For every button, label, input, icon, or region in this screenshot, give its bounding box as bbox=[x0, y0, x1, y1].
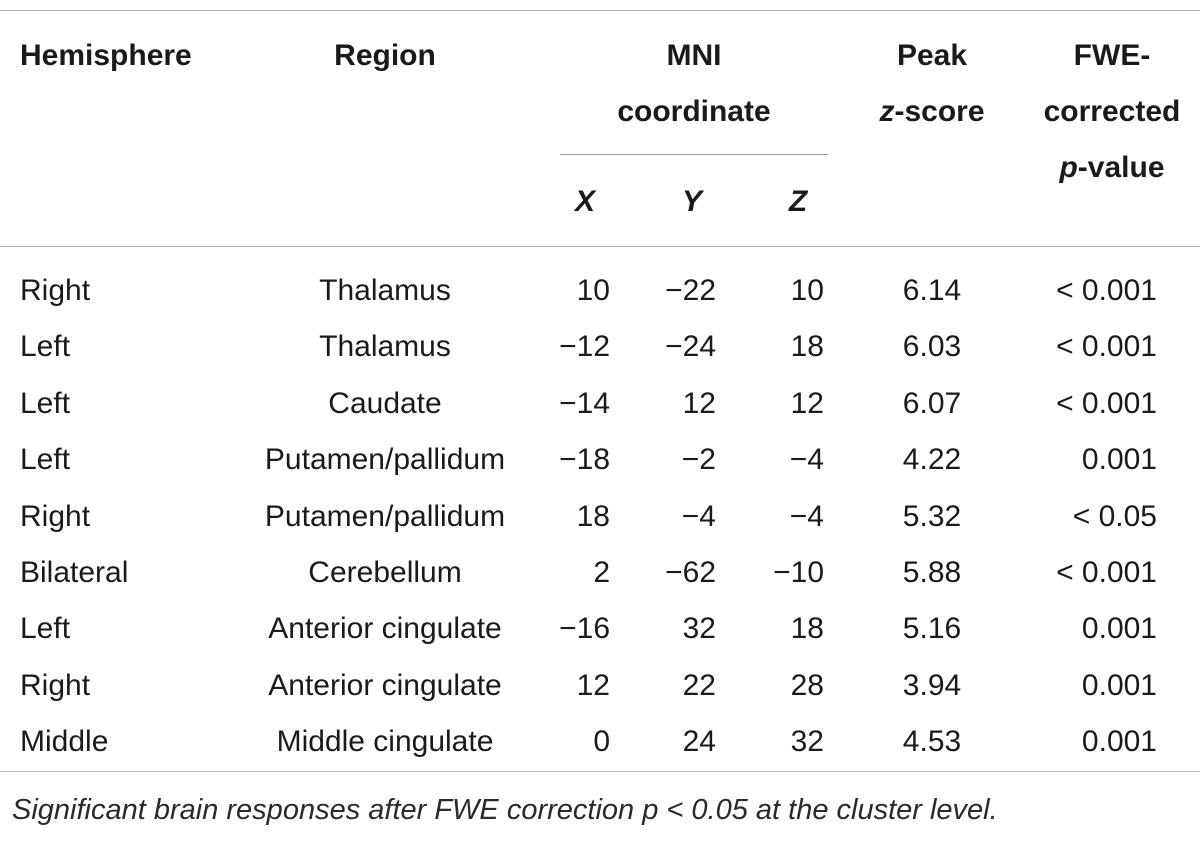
cell-region: Cerebellum bbox=[308, 556, 462, 589]
cell-z-score: 5.88 bbox=[902, 556, 962, 589]
cell-z: 10 bbox=[790, 274, 824, 307]
cell-z: 28 bbox=[790, 668, 824, 702]
table-caption: Significant brain responses after FWE co… bbox=[12, 794, 998, 826]
header-y: Y bbox=[681, 185, 702, 218]
cell-hemisphere: Middle bbox=[20, 725, 109, 759]
cell-p-value: 0.001 bbox=[1081, 668, 1157, 702]
cell-z-score: 3.94 bbox=[902, 668, 962, 702]
header-z: Z bbox=[788, 185, 808, 218]
table-header-rule bbox=[0, 246, 1200, 247]
table-top-rule bbox=[0, 10, 1200, 11]
cell-y: 22 bbox=[682, 668, 716, 702]
cell-p-value: < 0.001 bbox=[1056, 330, 1157, 364]
cell-z: −4 bbox=[789, 499, 824, 533]
cell-z: −10 bbox=[773, 556, 824, 589]
cell-z-score: 6.03 bbox=[902, 330, 962, 364]
cell-hemisphere: Right bbox=[20, 274, 91, 307]
cell-x: −18 bbox=[559, 443, 610, 477]
header-fwe-pvalue: p-value bbox=[1059, 151, 1165, 184]
cell-p-value: 0.001 bbox=[1081, 612, 1157, 646]
cell-y: 32 bbox=[682, 612, 716, 646]
cell-x: 10 bbox=[576, 274, 610, 307]
cell-z: 18 bbox=[790, 330, 824, 364]
cell-z-score: 5.16 bbox=[902, 612, 962, 646]
cell-hemisphere: Left bbox=[20, 386, 71, 420]
header-region: Region bbox=[334, 39, 436, 72]
cell-x: −14 bbox=[559, 386, 610, 420]
cell-y: −22 bbox=[665, 274, 716, 307]
cell-p-value: < 0.001 bbox=[1056, 386, 1157, 420]
cell-z-score: 4.22 bbox=[902, 443, 962, 477]
cell-y: −24 bbox=[665, 330, 716, 364]
cell-y: 24 bbox=[682, 725, 716, 759]
cell-z-score: 4.53 bbox=[902, 725, 962, 759]
cell-z-score: 6.07 bbox=[902, 386, 962, 420]
header-x: X bbox=[574, 185, 595, 218]
cell-z: −4 bbox=[789, 443, 824, 477]
header-mni-line1: MNI bbox=[666, 39, 722, 72]
cell-x: 0 bbox=[593, 725, 610, 759]
cell-region: Putamen/pallidum bbox=[264, 443, 506, 477]
mni-subheader-rule bbox=[560, 154, 828, 155]
cell-region: Putamen/pallidum bbox=[264, 499, 506, 533]
cell-p-value: < 0.001 bbox=[1056, 556, 1157, 589]
cell-y: −62 bbox=[665, 556, 716, 589]
cell-y: −2 bbox=[681, 443, 716, 477]
cell-z: 32 bbox=[790, 725, 824, 759]
cell-y: 12 bbox=[682, 386, 716, 420]
header-peak-zscore: z-score bbox=[879, 95, 985, 128]
cell-x: −12 bbox=[559, 330, 610, 364]
cell-y: −4 bbox=[681, 499, 716, 533]
header-peak-line1: Peak bbox=[896, 39, 968, 72]
header-fwe-line1: FWE- bbox=[1073, 39, 1151, 72]
header-hemisphere: Hemisphere bbox=[20, 39, 192, 72]
header-fwe-line2: corrected bbox=[1043, 95, 1181, 128]
cell-hemisphere: Bilateral bbox=[20, 556, 129, 589]
cell-hemisphere: Right bbox=[20, 499, 91, 533]
cell-z-score: 6.14 bbox=[902, 274, 962, 307]
cell-z: 18 bbox=[790, 612, 824, 646]
cell-x: 12 bbox=[576, 668, 610, 702]
cell-x: 18 bbox=[576, 499, 610, 533]
cell-hemisphere: Left bbox=[20, 612, 71, 646]
cell-p-value: 0.001 bbox=[1081, 725, 1157, 759]
header-mni-line2: coordinate bbox=[617, 95, 771, 128]
cell-region: Anterior cingulate bbox=[268, 612, 502, 646]
cell-p-value: 0.001 bbox=[1081, 443, 1157, 477]
cell-p-value: < 0.05 bbox=[1072, 499, 1157, 533]
cell-region: Thalamus bbox=[319, 330, 451, 364]
table-bottom-rule bbox=[0, 771, 1200, 772]
cell-z: 12 bbox=[790, 386, 824, 420]
cell-hemisphere: Right bbox=[20, 668, 91, 702]
cell-x: −16 bbox=[559, 612, 610, 646]
cell-region: Anterior cingulate bbox=[268, 668, 502, 702]
cell-hemisphere: Left bbox=[20, 330, 71, 364]
cell-x: 2 bbox=[593, 556, 610, 589]
cell-region: Caudate bbox=[328, 386, 442, 420]
cell-hemisphere: Left bbox=[20, 443, 71, 477]
cell-z-score: 5.32 bbox=[902, 499, 962, 533]
cell-region: Thalamus bbox=[319, 274, 451, 307]
cell-p-value: < 0.001 bbox=[1056, 274, 1157, 307]
cell-region: Middle cingulate bbox=[276, 725, 494, 759]
